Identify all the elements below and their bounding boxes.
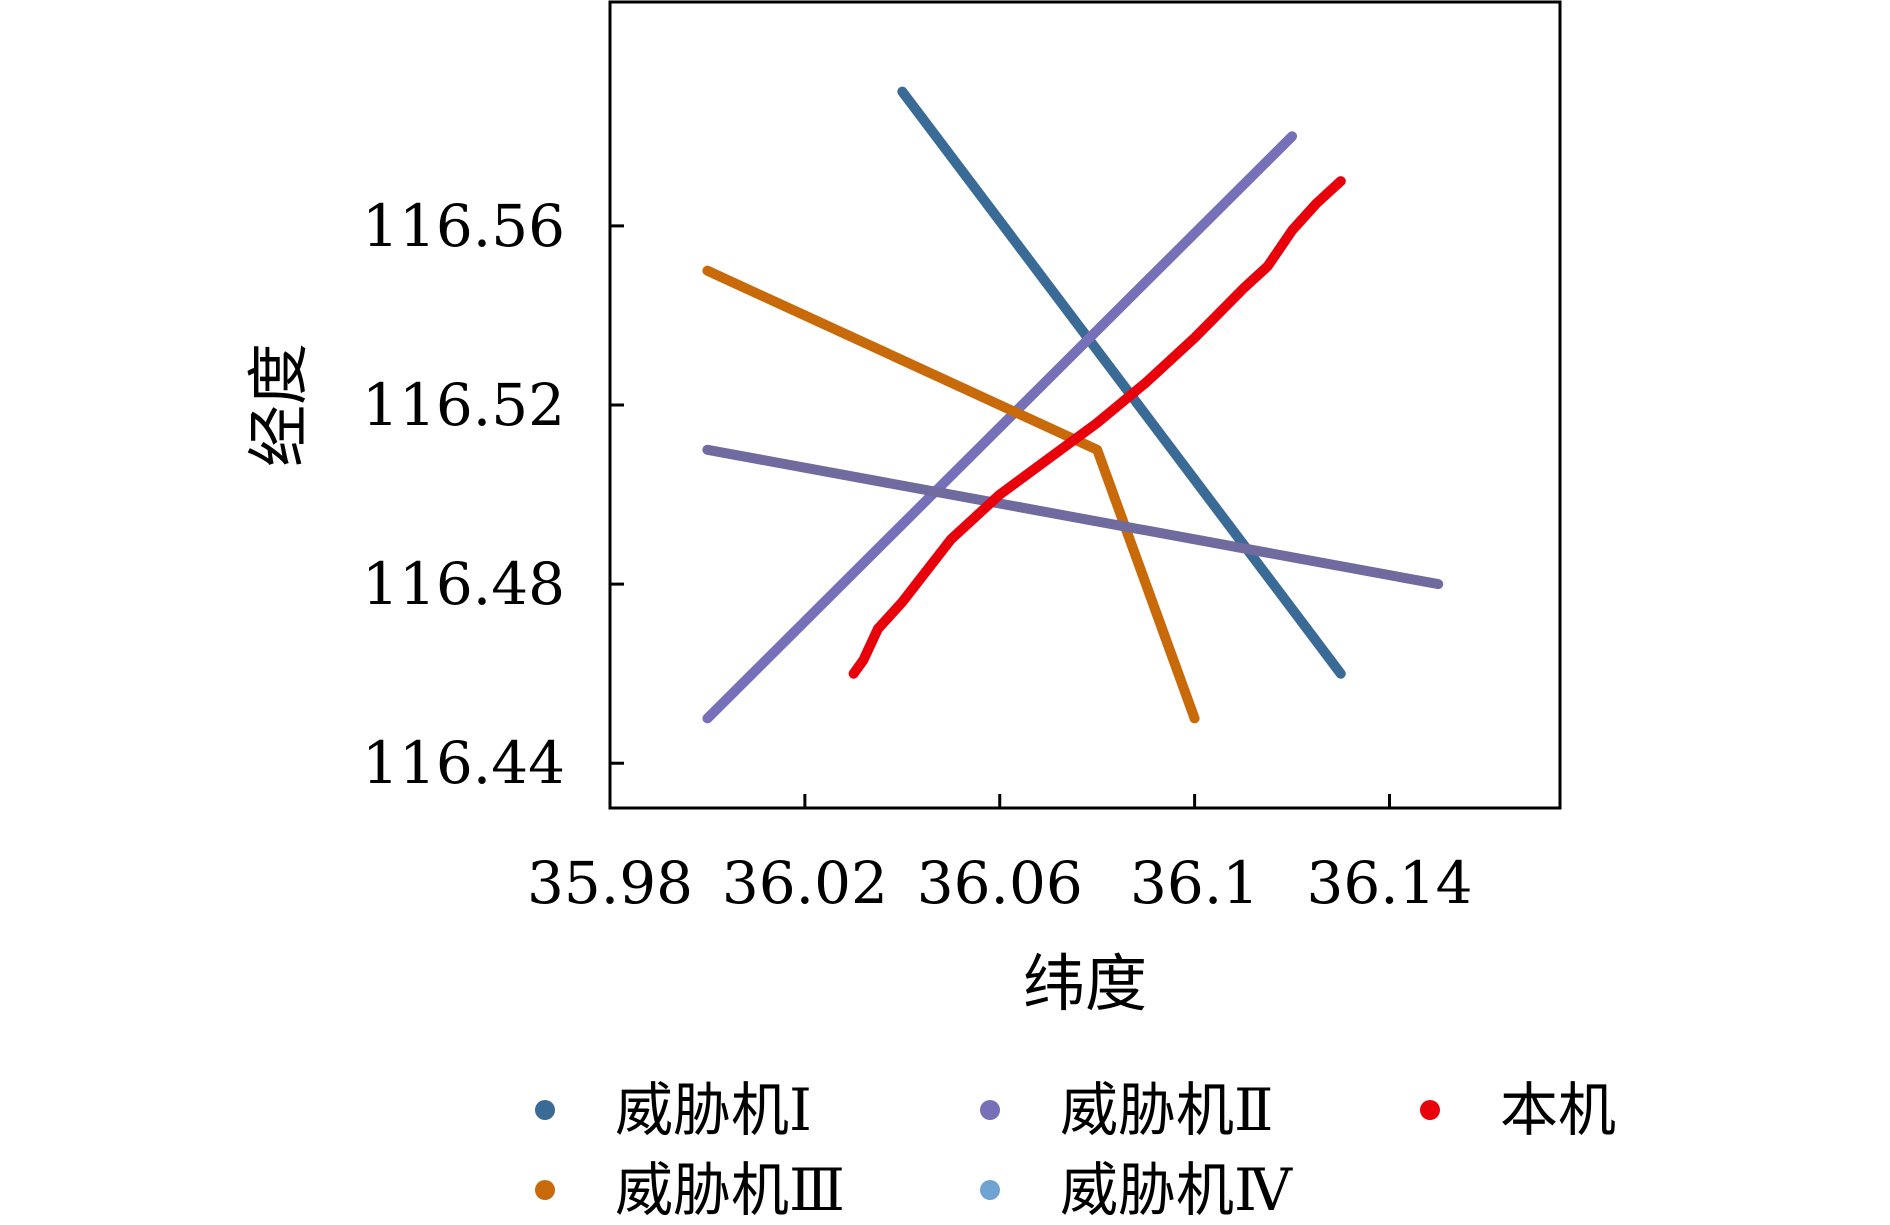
legend-label: 威胁机Ⅰ bbox=[615, 1076, 812, 1144]
series-line-1 bbox=[897, 86, 1346, 679]
series-line-4 bbox=[702, 444, 1444, 590]
series-line-5 bbox=[848, 176, 1346, 679]
y-tick-label: 116.52 bbox=[362, 371, 565, 439]
legend-label: 威胁机Ⅱ bbox=[1060, 1076, 1273, 1144]
y-axis-title: 经度 bbox=[242, 343, 315, 467]
series-line-3 bbox=[702, 265, 1200, 724]
y-tick-label: 116.48 bbox=[362, 550, 565, 618]
legend-item: 本机 bbox=[1420, 1076, 1616, 1144]
plot-frame bbox=[608, 0, 1562, 810]
ticks-layer: 35.98 36.02 36.06 36.1 36.14 116.44 116.48 116.… bbox=[362, 192, 1472, 917]
legend-marker bbox=[535, 1100, 555, 1120]
legend-item: 威胁机Ⅲ bbox=[535, 1156, 845, 1224]
x-axis-title: 纬度 bbox=[1023, 947, 1147, 1020]
legend-item: 威胁机Ⅰ bbox=[535, 1076, 812, 1144]
legend-label: 威胁机Ⅲ bbox=[615, 1156, 845, 1224]
series-layer bbox=[702, 86, 1444, 724]
legend-label: 威胁机Ⅳ bbox=[1060, 1156, 1293, 1224]
x-tick-label: 36.1 bbox=[1130, 849, 1259, 917]
x-tick-label: 35.98 bbox=[527, 849, 693, 917]
legend-marker bbox=[980, 1100, 1000, 1120]
y-tick-label: 116.56 bbox=[362, 192, 565, 260]
legend-item: 威胁机Ⅳ bbox=[980, 1156, 1293, 1224]
legend-marker bbox=[1420, 1100, 1440, 1120]
x-tick-label: 36.02 bbox=[722, 849, 888, 917]
legend-marker bbox=[535, 1180, 555, 1200]
series-line-2 bbox=[702, 131, 1298, 724]
legend-marker bbox=[980, 1180, 1000, 1200]
legend-item: 威胁机Ⅱ bbox=[980, 1076, 1273, 1144]
legend-label: 本机 bbox=[1500, 1076, 1616, 1144]
x-tick-label: 36.06 bbox=[917, 849, 1083, 917]
x-tick-label: 36.14 bbox=[1306, 849, 1472, 917]
y-tick-label: 116.44 bbox=[362, 729, 565, 797]
